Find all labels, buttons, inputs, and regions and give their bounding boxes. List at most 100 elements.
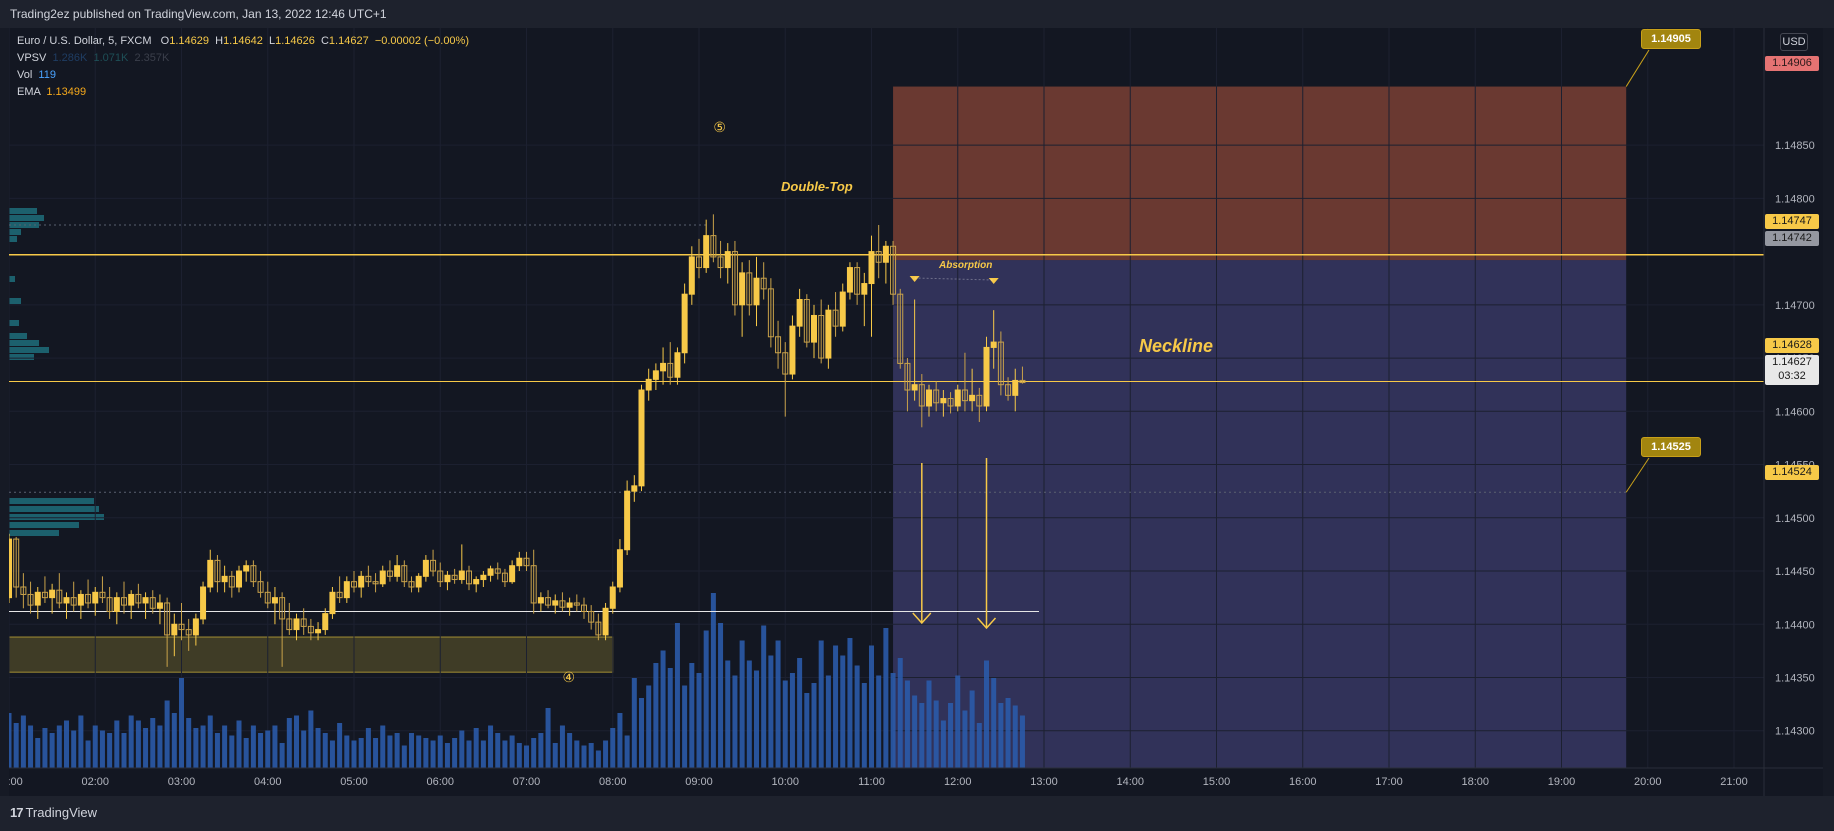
candle-body — [509, 565, 516, 583]
volume-bar — [473, 728, 479, 768]
vpsv-legend-row[interactable]: VPSV 1.286K 1.071K 2.357K — [17, 50, 469, 67]
candle-body — [818, 314, 825, 359]
candle-body — [1019, 379, 1026, 384]
price-axis-tick-label: 1.14800 — [1775, 193, 1815, 205]
volume-bar — [85, 740, 91, 768]
volume-bar — [610, 728, 616, 768]
candle-body — [56, 589, 63, 604]
chart-area[interactable]: ⑤ ④ Double-Top Absorption Neckline 1.14850 1.… — [0, 28, 1823, 796]
symbol-legend-row[interactable]: Euro / U.S. Dollar, 5, FXCM O1.14629 H1.… — [17, 33, 469, 50]
volume-bar — [365, 728, 371, 768]
volume-bar — [1012, 705, 1018, 768]
candle-body — [192, 618, 199, 636]
candle-body — [990, 341, 997, 348]
volume-bar — [825, 675, 831, 768]
price-tag-neckline: 1.14628 — [1765, 338, 1819, 353]
volume-bar — [265, 730, 271, 768]
time-axis-tick-label: 02:00 — [81, 776, 109, 788]
candle-body — [473, 579, 480, 585]
callout-stop-price[interactable]: 1.14905 — [1641, 29, 1701, 49]
price-axis-tick-label: 1.14350 — [1775, 672, 1815, 684]
volume-bar — [890, 673, 896, 768]
target-zone — [893, 260, 1627, 768]
candle-body — [516, 557, 523, 567]
volume-bar — [56, 725, 62, 768]
candle-body — [904, 362, 911, 391]
time-axis-tick-label: 18:00 — [1461, 776, 1489, 788]
volume-bar — [49, 733, 55, 768]
candle-body — [322, 613, 329, 631]
candle-body — [444, 574, 451, 583]
ema-label: EMA — [17, 86, 41, 98]
volume-profile-bar — [9, 215, 44, 221]
candle-body — [1005, 384, 1012, 396]
volume-bar — [409, 733, 414, 768]
close-label: C — [320, 35, 329, 47]
candle-body — [408, 581, 415, 588]
neckline-label: Neckline — [1139, 336, 1213, 356]
volume-profile-bar — [9, 276, 15, 282]
candle-body — [782, 352, 789, 375]
candle-body — [710, 235, 717, 258]
tradingview-logo[interactable]: 17 TradingView — [10, 805, 97, 820]
volume-bar — [107, 733, 113, 768]
candle-body — [588, 610, 595, 623]
vpsv-label: VPSV — [17, 52, 47, 64]
candle-body — [221, 575, 228, 583]
volume-profile-bar — [9, 320, 19, 326]
candle-body — [85, 593, 92, 604]
callout-connector-top — [1625, 49, 1650, 87]
time-axis-tick-label: 09:00 — [685, 776, 713, 788]
volume-bar — [71, 730, 77, 768]
candle-body — [329, 591, 336, 615]
candle-body — [688, 256, 695, 295]
candle-body — [34, 591, 41, 606]
volume-bar — [416, 735, 422, 768]
candle-body — [911, 384, 918, 391]
high-label: H — [215, 35, 224, 47]
candle-body — [487, 568, 494, 576]
volume-profile-bar — [9, 208, 37, 214]
volume-bar — [739, 640, 745, 768]
currency-button[interactable]: USD — [1780, 33, 1808, 51]
countdown-timer: 03:32 — [1778, 370, 1806, 382]
volume-bar — [488, 725, 494, 768]
candle-body — [976, 394, 983, 407]
volume-bar — [667, 668, 673, 768]
volume-bar — [940, 720, 946, 768]
candle-body — [537, 597, 544, 604]
volume-bar — [157, 725, 163, 768]
price-axis-tick-label: 1.14400 — [1775, 619, 1815, 631]
candle-body — [545, 597, 552, 606]
volume-bar — [258, 733, 264, 768]
volume-bar — [761, 625, 767, 768]
callout-target-price[interactable]: 1.14525 — [1641, 437, 1701, 457]
volume-bar — [171, 713, 177, 768]
volume-bar — [143, 728, 149, 768]
volume-bar — [250, 725, 256, 768]
volume-bar — [243, 738, 249, 768]
time-axis-tick-label: 11:00 — [858, 776, 885, 788]
price-tag-target: 1.14524 — [1765, 465, 1819, 480]
candle-body — [41, 591, 48, 599]
chart-legend: Euro / U.S. Dollar, 5, FXCM O1.14629 H1.… — [17, 33, 469, 101]
volume-bar — [437, 735, 443, 768]
volume-bar — [495, 733, 501, 768]
ema-legend-row[interactable]: EMA 1.13499 — [17, 84, 469, 101]
volume-bar — [6, 713, 12, 768]
volume-bar — [861, 683, 867, 768]
candle-body — [271, 597, 278, 604]
price-axis-tick-label: 1.14300 — [1775, 726, 1815, 738]
volume-bar — [92, 725, 98, 768]
absorption-marker — [909, 276, 920, 282]
candle-body — [20, 586, 27, 595]
volume-bar — [912, 695, 918, 768]
price-chart[interactable]: ⑤ ④ Double-Top Absorption Neckline 1.14850 1.… — [0, 28, 1823, 796]
down-arrow-head — [976, 617, 997, 630]
volume-bar — [732, 675, 738, 768]
volume-bar — [552, 743, 558, 768]
vol-legend-row[interactable]: Vol 119 — [17, 67, 469, 84]
candle-body — [63, 597, 70, 604]
volume-bar — [653, 663, 659, 768]
candle-body — [573, 602, 580, 606]
